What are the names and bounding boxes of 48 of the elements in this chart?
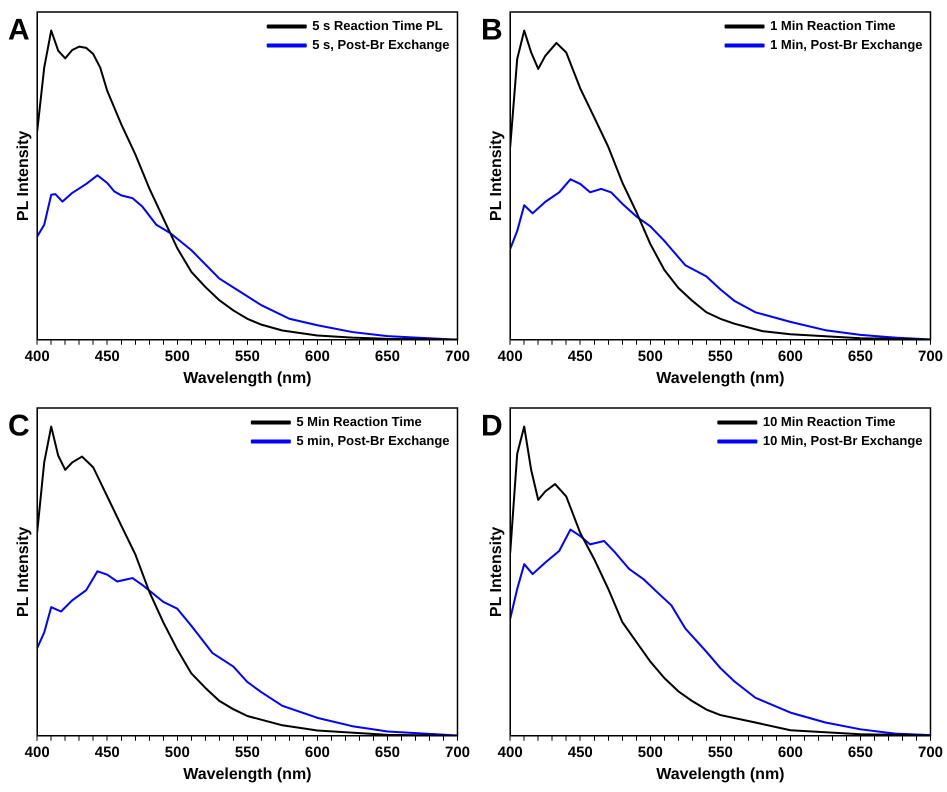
x-tick-label: 550 bbox=[234, 348, 260, 365]
legend-label: 1 Min, Post-Br Exchange bbox=[770, 37, 922, 52]
x-tick-label: 550 bbox=[234, 744, 260, 761]
x-tick-label: 700 bbox=[918, 744, 943, 761]
y-axis-title: PL Intensity bbox=[488, 130, 506, 222]
x-axis-title: Wavelength (nm) bbox=[656, 370, 784, 387]
legend-label: 5 s Reaction Time PL bbox=[312, 18, 443, 34]
x-tick-label: 450 bbox=[568, 348, 593, 365]
x-tick-label: 500 bbox=[164, 744, 190, 761]
x-tick-label: 650 bbox=[374, 744, 400, 761]
chart-title: D bbox=[481, 409, 503, 442]
y-axis-title: PL Intensity bbox=[15, 526, 32, 618]
legend-label: 10 Min, Post-Br Exchange bbox=[762, 433, 922, 448]
x-tick-label: 400 bbox=[498, 348, 523, 365]
x-tick-label: 600 bbox=[778, 744, 803, 761]
x-tick-label: 450 bbox=[568, 744, 593, 761]
x-tick-label: 500 bbox=[164, 348, 190, 365]
chart-title: A bbox=[8, 13, 30, 46]
x-tick-label: 400 bbox=[24, 348, 50, 365]
x-tick-label: 600 bbox=[304, 348, 330, 365]
x-tick-label: 650 bbox=[848, 744, 873, 761]
x-tick-label: 500 bbox=[638, 744, 663, 761]
x-axis-title: Wavelength (nm) bbox=[183, 370, 312, 387]
legend-label: 5 Min Reaction Time bbox=[296, 414, 422, 430]
x-tick-label: 700 bbox=[444, 348, 470, 365]
legend-label: 5 min, Post-Br Exchange bbox=[296, 433, 450, 448]
x-tick-label: 400 bbox=[498, 744, 523, 761]
chart-title: B bbox=[481, 13, 503, 46]
x-tick-label: 600 bbox=[304, 744, 330, 761]
x-tick-label: 400 bbox=[24, 744, 50, 761]
legend-label: 10 Min Reaction Time bbox=[762, 414, 896, 430]
chart-title: C bbox=[8, 409, 30, 442]
x-tick-label: 550 bbox=[708, 744, 733, 761]
x-tick-label: 600 bbox=[778, 348, 803, 365]
x-tick-label: 450 bbox=[94, 348, 120, 365]
y-axis-title: PL Intensity bbox=[488, 526, 506, 618]
legend-label: 1 Min Reaction Time bbox=[770, 18, 896, 34]
x-axis-title: Wavelength (nm) bbox=[656, 766, 784, 783]
x-tick-label: 550 bbox=[708, 348, 733, 365]
y-axis-title: PL Intensity bbox=[15, 130, 32, 222]
x-tick-label: 700 bbox=[918, 348, 943, 365]
x-axis-title: Wavelength (nm) bbox=[183, 766, 312, 783]
x-tick-label: 500 bbox=[638, 348, 663, 365]
legend-label: 5 s, Post-Br Exchange bbox=[312, 37, 450, 52]
x-tick-label: 700 bbox=[444, 744, 470, 761]
x-tick-label: 650 bbox=[848, 348, 873, 365]
x-tick-label: 650 bbox=[374, 348, 400, 365]
x-tick-label: 450 bbox=[94, 744, 120, 761]
